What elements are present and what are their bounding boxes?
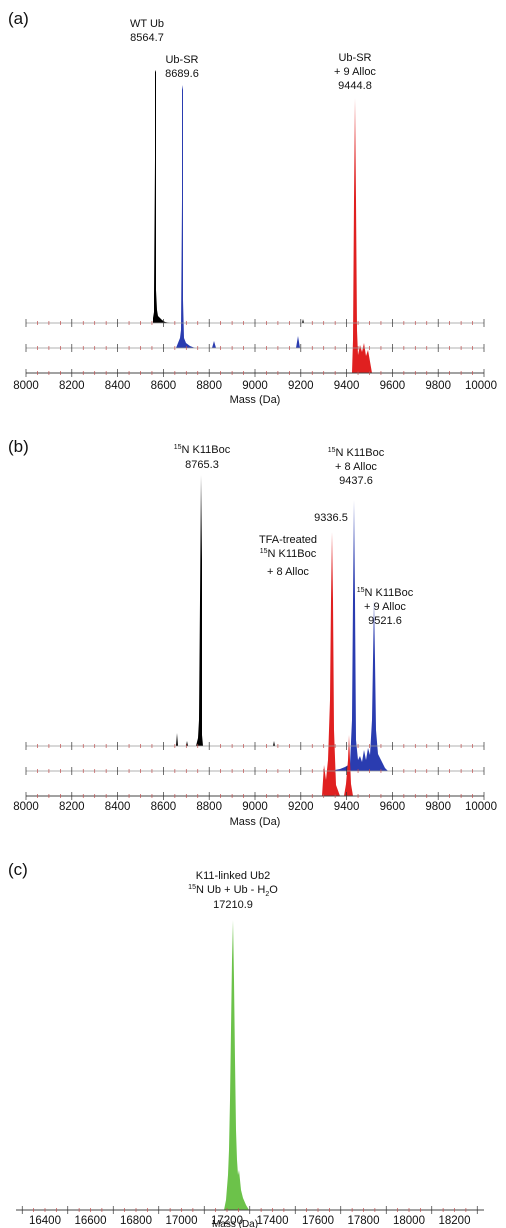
tick-label: 9400 [334, 380, 360, 392]
tick-label: 9000 [242, 801, 268, 813]
x-axis-label: Mass (Da) [230, 816, 281, 828]
annotation-line: 8689.6 [165, 68, 199, 80]
tick-label: 17000 [166, 1215, 198, 1227]
annotation-line: 15N K11Boc [174, 444, 231, 456]
tick-labels: 16400 16600 16800 17000 17200 17400 1760… [29, 1215, 470, 1227]
tick-label: 8400 [105, 380, 131, 392]
spectrum-peaks [176, 475, 388, 796]
peak-annotation: WT Ub 8564.7 [130, 18, 164, 44]
tick-label: 9800 [425, 380, 451, 392]
tick-label: 8200 [59, 801, 85, 813]
peak-annotation: Ub-SR 8689.6 [165, 54, 199, 80]
series-trace [330, 500, 388, 771]
annotation-line: 15N K11Boc [357, 587, 414, 599]
annotation-line: WT Ub [130, 18, 164, 30]
annotation-line: 9336.5 [314, 512, 348, 524]
panel-b: (b) 15N K11Boc 8765.3 15N K11Boc + 8 All… [8, 437, 497, 828]
peak-annotation: 9336.5 [314, 512, 348, 524]
annotation-line: 8564.7 [130, 32, 164, 44]
tick-label: 16600 [75, 1215, 107, 1227]
tick-label: 9600 [380, 380, 406, 392]
tick-label: 8600 [151, 801, 177, 813]
series-trace [322, 532, 353, 796]
tick-label: 8200 [59, 380, 85, 392]
tick-label: 10000 [465, 380, 497, 392]
tick-label: 9200 [288, 380, 314, 392]
annotation-line: + 9 Alloc [334, 66, 376, 78]
annotation-line: + 8 Alloc [267, 566, 309, 578]
tick-label: 16800 [120, 1215, 152, 1227]
peak-annotation: K11-linked Ub2 15N Ub + Ub - H2O 17210.9 [188, 870, 278, 911]
peak-annotation: 15N K11Boc + 8 Alloc 9437.6 [328, 447, 385, 487]
peak-annotation: 15N K11Boc + 9 Alloc 9521.6 [357, 587, 414, 627]
tick-label: 17200 [211, 1215, 243, 1227]
tick-label: 8800 [196, 801, 222, 813]
panel-label: (c) [8, 860, 28, 879]
peak-annotation: Ub-SR + 9 Alloc 9444.8 [334, 52, 376, 92]
series-trace [352, 98, 372, 373]
tick-label: 17600 [302, 1215, 334, 1227]
tick-labels: 8000 8200 8400 8600 8800 9000 9200 9400 … [13, 801, 497, 813]
annotation-line: 9437.6 [339, 475, 373, 487]
annotation-line: TFA-treated [259, 534, 317, 546]
series-trace [176, 475, 275, 746]
tick-label: 9400 [334, 801, 360, 813]
tick-label: 10000 [465, 801, 497, 813]
annotation-line: 17210.9 [213, 899, 253, 911]
annotation-line: 15N K11Boc [260, 548, 317, 560]
annotation-line: + 9 Alloc [364, 601, 406, 613]
series-trace [224, 920, 249, 1210]
annotation-line: 15N Ub + Ub - H2O [188, 884, 278, 898]
spectrum-peaks [224, 920, 249, 1210]
annotation-line: + 8 Alloc [335, 461, 377, 473]
tick-label: 8000 [13, 380, 39, 392]
tick-label: 8000 [13, 801, 39, 813]
peak-annotation: 15N K11Boc 8765.3 [174, 444, 231, 471]
series-trace [153, 70, 170, 323]
panel-c: (c) K11-linked Ub2 15N Ub + Ub - H2O 172… [8, 860, 484, 1228]
annotation-line: 9444.8 [338, 80, 372, 92]
tick-marks [25, 742, 485, 800]
x-axis-label: Mass (Da) [230, 394, 281, 406]
tick-label: 8600 [151, 380, 177, 392]
tick-marks [25, 319, 485, 377]
tick-label: 16400 [29, 1215, 61, 1227]
x-axis-label: Mass (Da) [212, 1219, 258, 1228]
series-trace [302, 319, 304, 323]
panel-label: (a) [8, 9, 29, 28]
tick-label: 9600 [380, 801, 406, 813]
tick-label: 9000 [242, 380, 268, 392]
spectrum-peaks [153, 70, 372, 373]
tick-labels: 8000 8200 8400 8600 8800 9000 9200 9400 … [13, 380, 497, 392]
annotation-line: 15N K11Boc [328, 447, 385, 459]
tick-label: 9800 [425, 801, 451, 813]
annotation-line: Ub-SR [165, 54, 198, 66]
annotation-line: 8765.3 [185, 459, 219, 471]
tick-label: 17800 [348, 1215, 380, 1227]
tick-label: 18200 [439, 1215, 471, 1227]
tick-label: 9200 [288, 801, 314, 813]
tick-label: 8800 [196, 380, 222, 392]
tick-label: 8400 [105, 801, 131, 813]
annotation-line: 9521.6 [368, 615, 402, 627]
peak-annotation: TFA-treated 15N K11Boc + 8 Alloc [259, 534, 317, 578]
annotation-line: Ub-SR [338, 52, 371, 64]
tick-label: 18000 [393, 1215, 425, 1227]
annotation-line: K11-linked Ub2 [196, 870, 270, 882]
panel-a: (a) WT Ub 8564.7 Ub-SR 8689.6 Ub-SR + 9 … [8, 9, 497, 406]
series-trace [176, 85, 300, 348]
tick-marks [21, 1206, 478, 1214]
tick-label: 17400 [257, 1215, 289, 1227]
panel-label: (b) [8, 437, 29, 456]
